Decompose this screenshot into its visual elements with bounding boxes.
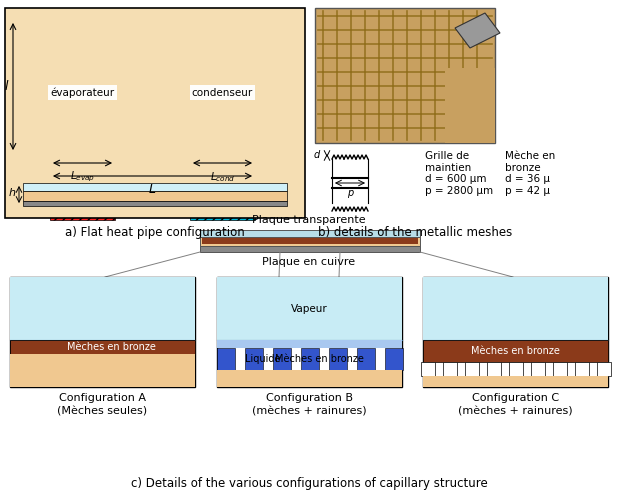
Text: Plaque en cuivre: Plaque en cuivre bbox=[263, 257, 355, 267]
Text: p: p bbox=[347, 188, 353, 198]
Bar bbox=[50, 20, 115, 165]
Text: Mèche en
bronze
d = 36 μ
p = 42 μ: Mèche en bronze d = 36 μ p = 42 μ bbox=[505, 151, 555, 196]
Text: Vapeur: Vapeur bbox=[291, 304, 328, 314]
Text: a) Flat heat pipe configuration: a) Flat heat pipe configuration bbox=[65, 226, 245, 239]
Polygon shape bbox=[455, 13, 500, 48]
Text: Plaque transparente: Plaque transparente bbox=[252, 215, 366, 225]
Text: (Mèches seules): (Mèches seules) bbox=[57, 406, 148, 416]
Bar bbox=[217, 277, 402, 340]
Bar bbox=[329, 348, 347, 370]
Bar bbox=[10, 277, 195, 387]
Text: Mèches en bronze: Mèches en bronze bbox=[67, 342, 156, 352]
Bar bbox=[552, 362, 567, 376]
Bar bbox=[530, 362, 544, 376]
Text: c) Details of the various configurations of capillary structure: c) Details of the various configurations… bbox=[130, 477, 488, 490]
Text: (mèches + rainures): (mèches + rainures) bbox=[252, 406, 367, 416]
Text: Configuration C: Configuration C bbox=[472, 393, 559, 403]
Bar bbox=[5, 8, 305, 218]
Text: l: l bbox=[4, 80, 8, 93]
Bar bbox=[217, 277, 402, 387]
Bar bbox=[10, 340, 195, 354]
Bar bbox=[300, 348, 318, 370]
Text: d: d bbox=[314, 150, 320, 160]
Text: (mèches + rainures): (mèches + rainures) bbox=[458, 406, 573, 416]
Bar bbox=[23, 183, 287, 191]
Text: $L$: $L$ bbox=[148, 183, 156, 196]
Text: $L_{evap}$: $L_{evap}$ bbox=[70, 170, 95, 184]
Bar bbox=[575, 362, 588, 376]
Bar bbox=[200, 230, 420, 237]
Bar bbox=[486, 362, 501, 376]
Bar bbox=[423, 376, 608, 387]
Text: Configuration B: Configuration B bbox=[266, 393, 353, 403]
Text: Configuration A: Configuration A bbox=[59, 393, 146, 403]
Bar bbox=[217, 340, 402, 348]
Bar bbox=[420, 362, 434, 376]
Bar bbox=[23, 201, 287, 206]
Text: h: h bbox=[9, 188, 16, 198]
Text: condenseur: condenseur bbox=[192, 87, 253, 98]
Bar bbox=[23, 191, 287, 201]
Bar bbox=[202, 238, 418, 244]
Bar bbox=[509, 362, 522, 376]
Bar bbox=[216, 348, 234, 370]
Bar bbox=[445, 68, 495, 143]
Bar bbox=[315, 8, 495, 143]
Text: Grille de
maintien
d = 600 μm
p = 2800 μm: Grille de maintien d = 600 μm p = 2800 μ… bbox=[425, 151, 493, 196]
Bar bbox=[273, 348, 290, 370]
Bar bbox=[442, 362, 457, 376]
Bar bbox=[10, 354, 195, 387]
Text: évaporateur: évaporateur bbox=[51, 87, 114, 98]
Bar bbox=[465, 362, 478, 376]
Bar bbox=[50, 208, 115, 220]
Bar bbox=[190, 20, 255, 165]
Text: Mèches en bronze: Mèches en bronze bbox=[471, 346, 560, 356]
Text: Liquide: Liquide bbox=[245, 354, 281, 364]
Bar bbox=[423, 277, 608, 340]
Bar bbox=[245, 348, 263, 370]
Text: $L_{cond}$: $L_{cond}$ bbox=[210, 170, 235, 184]
Text: Mèches en bronze: Mèches en bronze bbox=[275, 354, 364, 364]
Bar bbox=[423, 340, 608, 362]
Text: b) details of the metallic meshes: b) details of the metallic meshes bbox=[318, 226, 512, 239]
Bar bbox=[596, 362, 611, 376]
Bar bbox=[200, 246, 420, 252]
Bar bbox=[200, 237, 420, 246]
Bar bbox=[384, 348, 402, 370]
Bar bbox=[217, 370, 402, 387]
Bar bbox=[10, 277, 195, 340]
Bar bbox=[357, 348, 375, 370]
Bar bbox=[190, 208, 255, 220]
Bar bbox=[423, 277, 608, 387]
